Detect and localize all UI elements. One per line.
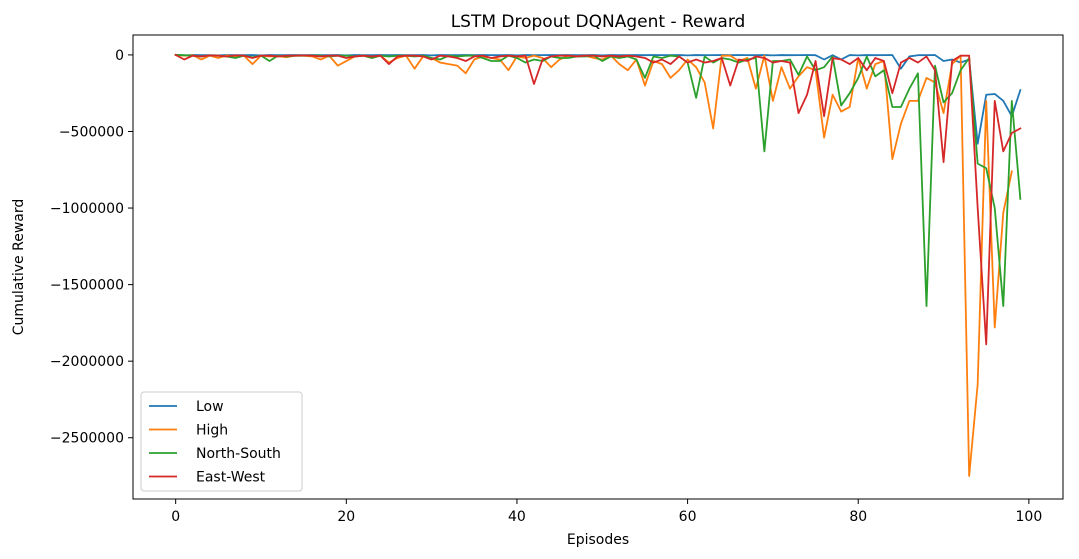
y-tick-label: −2000000 <box>50 354 124 370</box>
legend-label-east-west: East-West <box>196 470 266 486</box>
legend: Low High North-South East-West <box>140 391 303 492</box>
y-tick-label: −1000000 <box>50 201 124 217</box>
y-tick-label: 0 <box>115 48 124 64</box>
x-axis-label: Episodes <box>567 532 629 548</box>
y-axis: 0 −500000 −1000000 −1500000 −2000000 −2500000 <box>50 48 133 447</box>
series-lines <box>174 53 1022 477</box>
legend-label-high: High <box>196 423 228 439</box>
y-tick-label: −1500000 <box>50 278 124 294</box>
x-tick-label: 0 <box>171 509 180 525</box>
series-line-east-west <box>174 53 1022 346</box>
plot-area: 0 20 40 60 80 100 0 −500000 −1000000 −1500000 −20… <box>50 34 1064 525</box>
legend-box <box>140 391 303 492</box>
plot-frame <box>132 34 1064 500</box>
legend-label-north-south: North-South <box>196 446 281 462</box>
x-axis: 0 20 40 60 80 100 <box>171 499 1042 525</box>
series-line-high <box>174 53 1013 477</box>
x-tick-label: 20 <box>337 509 355 525</box>
y-axis-label: Cumulative Reward <box>11 199 27 336</box>
x-tick-label: 40 <box>508 509 526 525</box>
y-tick-label: −500000 <box>59 124 124 140</box>
x-tick-label: 100 <box>1016 509 1043 525</box>
x-tick-label: 80 <box>849 509 867 525</box>
chart-title: LSTM Dropout DQNAgent - Reward <box>451 12 746 32</box>
y-tick-label: −2500000 <box>50 431 124 447</box>
x-tick-label: 60 <box>679 509 697 525</box>
legend-label-low: Low <box>196 399 224 415</box>
